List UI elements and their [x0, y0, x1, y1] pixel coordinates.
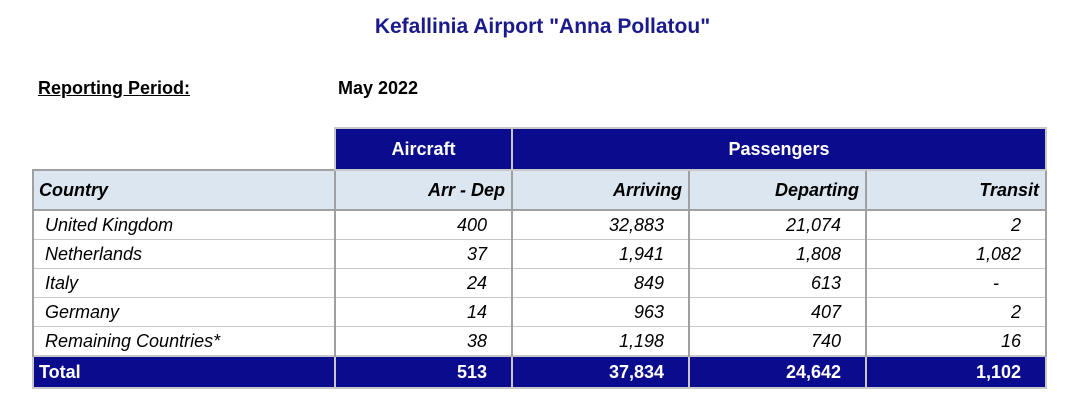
column-header-row: Country Arr - Dep Arriving Departing Tra… — [32, 169, 1047, 211]
column-header-country: Country — [32, 169, 336, 211]
arriving-cell: 1,198 — [511, 326, 690, 357]
arriving-cell: 32,883 — [511, 210, 690, 240]
arr-dep-cell: 400 — [334, 210, 513, 240]
arriving-cell: 849 — [511, 268, 690, 298]
arr-dep-cell: 37 — [334, 239, 513, 269]
departing-cell: 407 — [688, 297, 867, 327]
column-header-arr-dep: Arr - Dep — [334, 169, 513, 211]
table-row: United Kingdom 400 32,883 21,074 2 — [32, 210, 1047, 240]
empty-corner — [33, 128, 335, 170]
total-transit: 1,102 — [865, 355, 1047, 389]
table-row: Remaining Countries* 38 1,198 740 16 — [32, 326, 1047, 357]
reporting-period-label: Reporting Period: — [38, 78, 190, 98]
table-row: Italy 24 849 613 - — [32, 268, 1047, 298]
transit-cell: 2 — [865, 210, 1047, 240]
column-header-transit: Transit — [865, 169, 1047, 211]
departing-cell: 740 — [688, 326, 867, 357]
country-cell: Italy — [32, 268, 336, 298]
arriving-cell: 963 — [511, 297, 690, 327]
total-arr-dep: 513 — [334, 355, 513, 389]
arr-dep-cell: 24 — [334, 268, 513, 298]
country-cell: Germany — [32, 297, 336, 327]
transit-cell: 16 — [865, 326, 1047, 357]
passengers-group-header: Passengers — [511, 127, 1047, 171]
table-row: Germany 14 963 407 2 — [32, 297, 1047, 327]
departing-cell: 613 — [688, 268, 867, 298]
traffic-table: Aircraft Passengers Country Arr - Dep Ar… — [32, 127, 1047, 389]
total-label: Total — [32, 355, 336, 389]
arriving-cell: 1,941 — [511, 239, 690, 269]
reporting-period-value: May 2022 — [338, 78, 419, 98]
transit-cell: 1,082 — [865, 239, 1047, 269]
country-cell: Remaining Countries* — [32, 326, 336, 357]
column-header-arriving: Arriving — [511, 169, 690, 211]
transit-cell: 2 — [865, 297, 1047, 327]
country-cell: United Kingdom — [32, 210, 336, 240]
arr-dep-cell: 14 — [334, 297, 513, 327]
page-title: Kefallinia Airport "Anna Pollatou" — [374, 15, 711, 38]
departing-cell: 1,808 — [688, 239, 867, 269]
aircraft-group-header: Aircraft — [334, 127, 513, 171]
transit-cell: - — [865, 268, 1047, 298]
arr-dep-cell: 38 — [334, 326, 513, 357]
total-row: Total 513 37,834 24,642 1,102 — [32, 355, 1047, 389]
departing-cell: 21,074 — [688, 210, 867, 240]
table-row: Netherlands 37 1,941 1,808 1,082 — [32, 239, 1047, 269]
group-header-row: Aircraft Passengers — [33, 127, 1047, 171]
total-arriving: 37,834 — [511, 355, 690, 389]
country-cell: Netherlands — [32, 239, 336, 269]
column-header-departing: Departing — [688, 169, 867, 211]
total-departing: 24,642 — [688, 355, 867, 389]
